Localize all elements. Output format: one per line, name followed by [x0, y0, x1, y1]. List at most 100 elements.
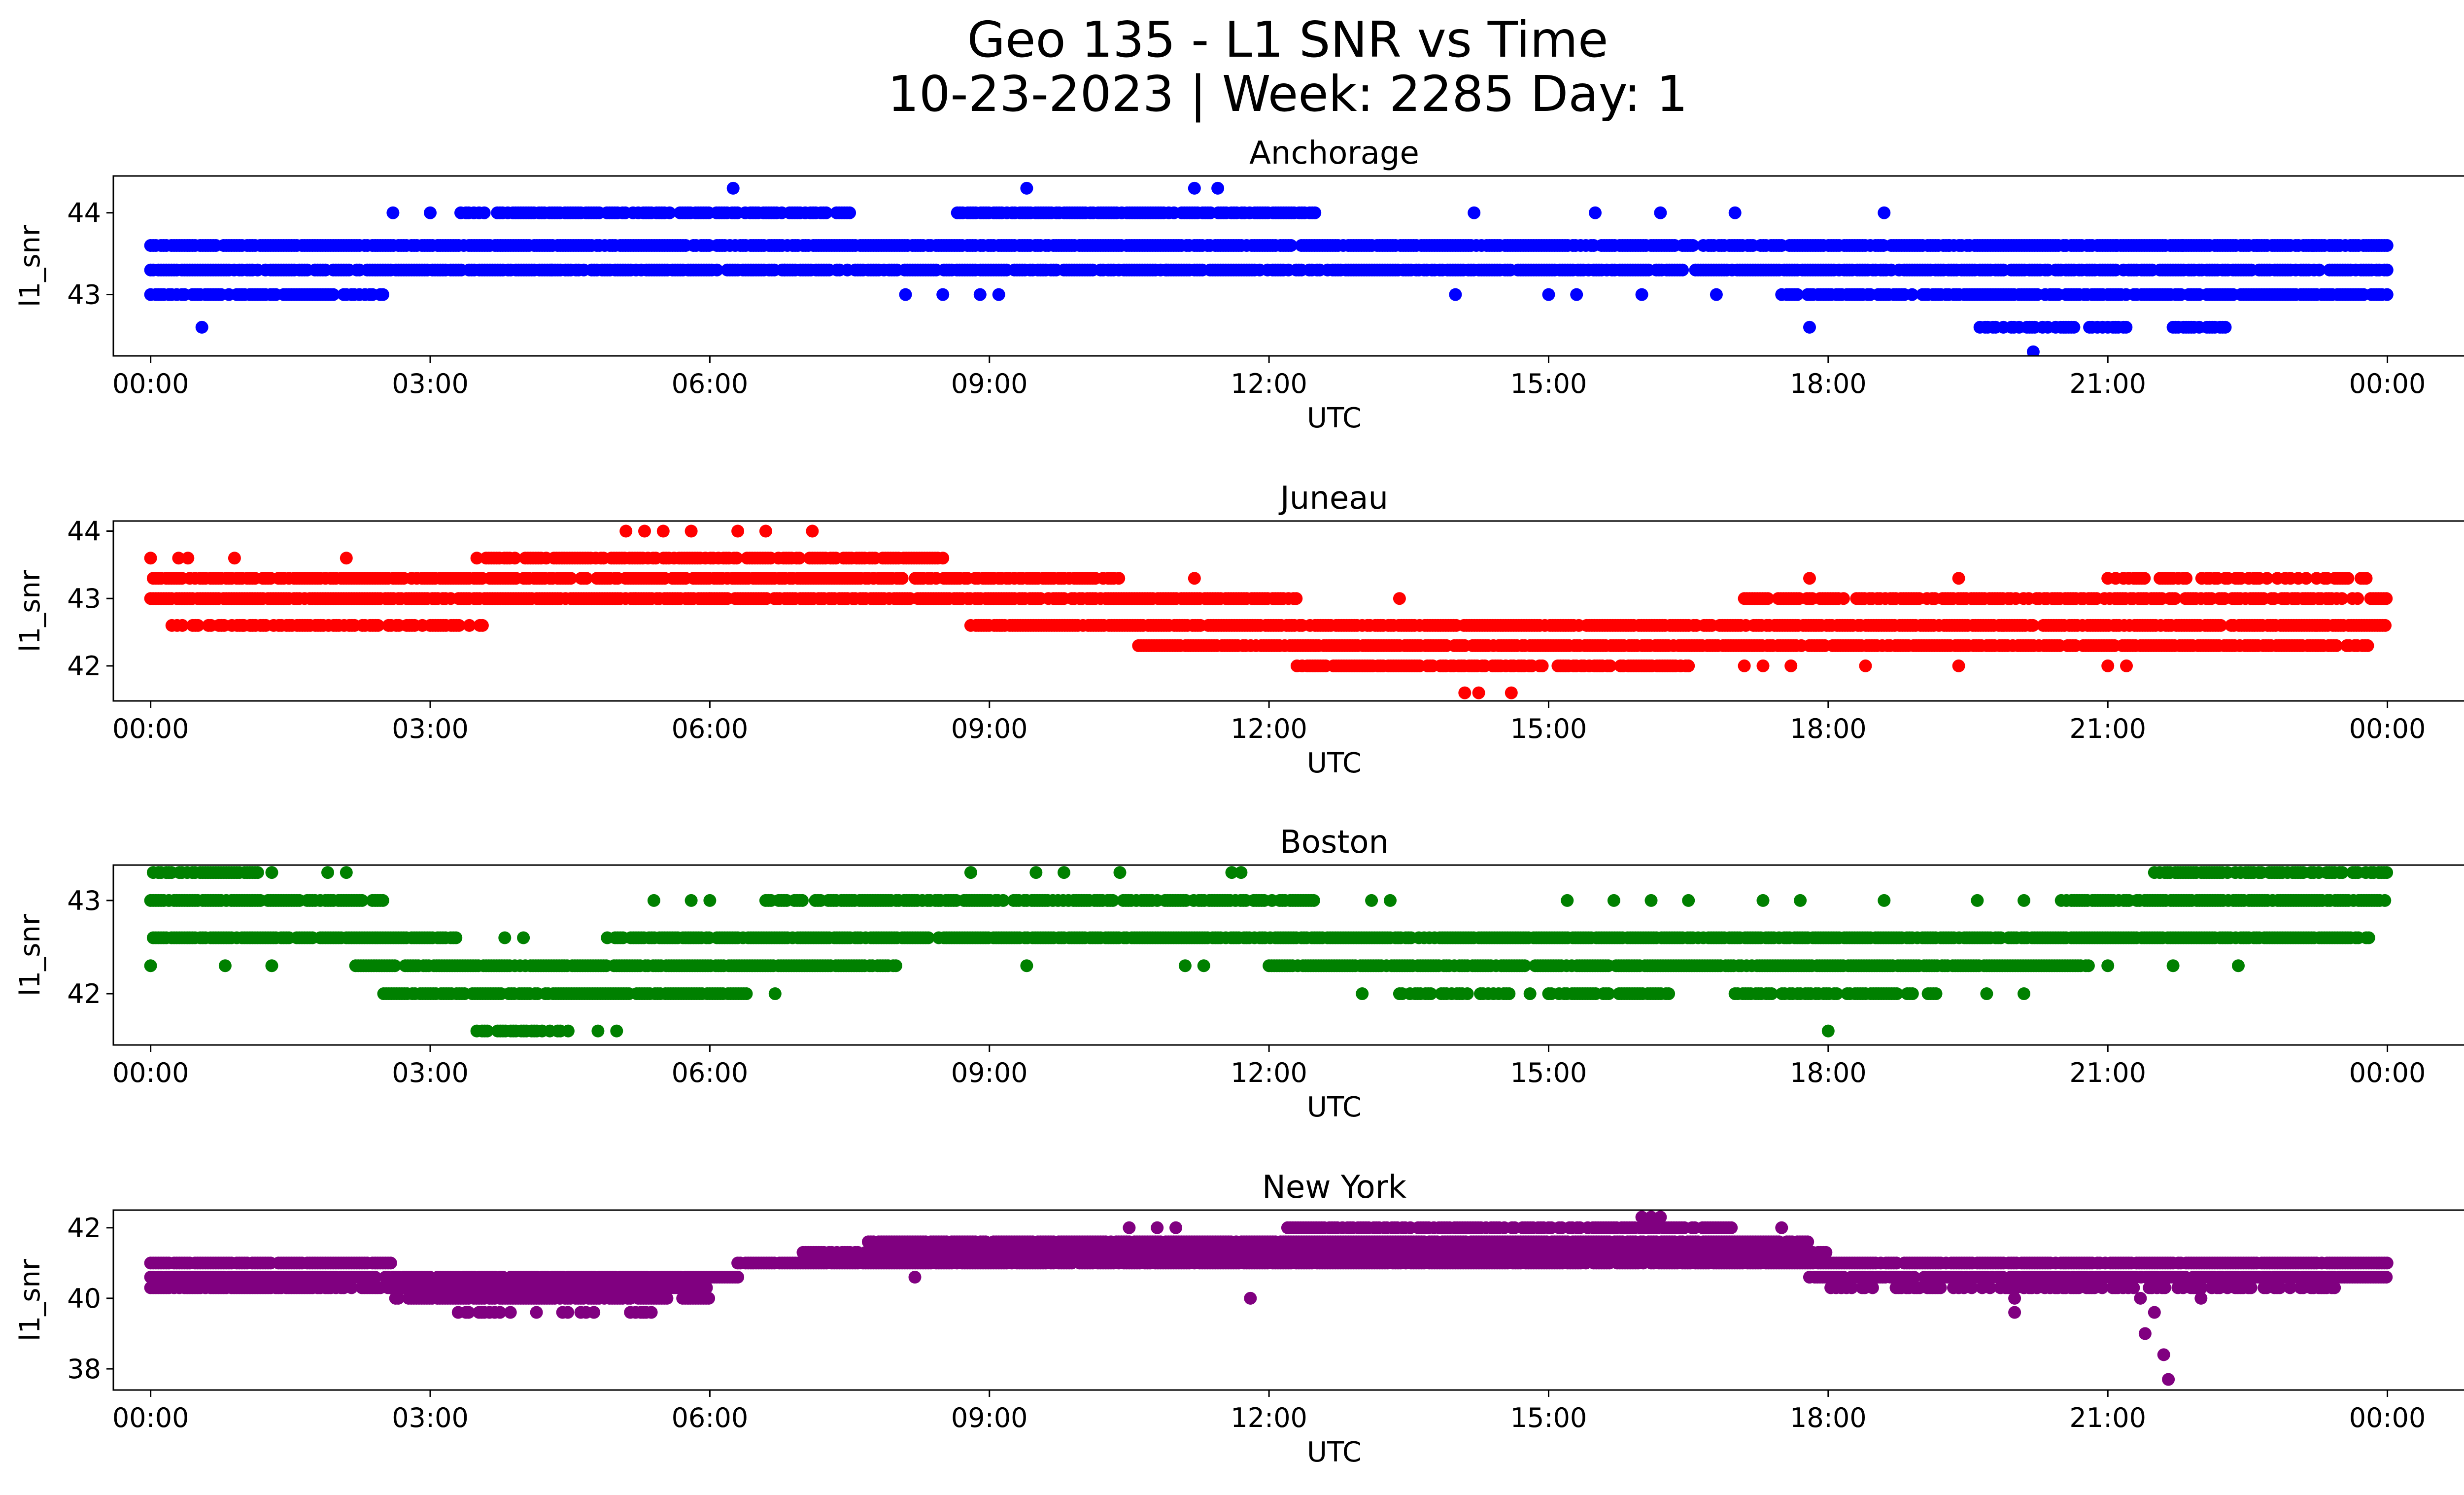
data-point — [922, 931, 935, 944]
data-point — [663, 206, 676, 219]
data-point — [1393, 592, 1406, 605]
subplot-title: Anchorage — [1249, 135, 1419, 172]
data-point — [1570, 288, 1583, 301]
data-point — [1738, 659, 1751, 672]
data-point — [1536, 659, 1549, 672]
scatter-series — [144, 524, 2393, 699]
data-point — [2313, 263, 2326, 277]
data-point — [2138, 572, 2151, 585]
data-point — [1542, 288, 1555, 301]
scatter-series — [144, 181, 2394, 356]
data-point — [2335, 592, 2349, 605]
data-point — [372, 619, 385, 632]
data-point — [2378, 894, 2392, 907]
data-point — [1761, 592, 1775, 605]
scatter-series — [144, 866, 2394, 1038]
data-point — [449, 931, 463, 944]
x-tick-label: 12:00 — [1231, 368, 1307, 399]
data-point — [1878, 206, 1891, 219]
x-tick-label: 06:00 — [672, 713, 749, 744]
data-point — [1604, 659, 1617, 672]
data-point — [1589, 206, 1602, 219]
data-point — [2250, 239, 2263, 252]
data-point — [1952, 572, 1965, 585]
data-point — [1211, 181, 1225, 195]
x-tick-label: 09:00 — [951, 713, 1028, 744]
data-point — [176, 619, 189, 632]
data-point — [2336, 866, 2349, 879]
x-tick-label: 21:00 — [2069, 368, 2146, 399]
data-point — [2306, 239, 2320, 252]
data-point — [656, 524, 670, 538]
data-point — [580, 572, 593, 585]
data-point — [973, 288, 987, 301]
data-point — [1710, 288, 1723, 301]
data-point — [191, 619, 205, 632]
data-point — [476, 619, 489, 632]
data-point — [1859, 659, 1872, 672]
data-point — [996, 894, 1010, 907]
data-point — [730, 552, 743, 565]
figure-title-line1: Geo 135 - L1 SNR vs Time — [967, 11, 1608, 69]
data-point — [355, 894, 369, 907]
subplot-title: Boston — [1280, 824, 1389, 861]
data-point — [340, 552, 353, 565]
data-point — [899, 288, 912, 301]
data-point — [2120, 320, 2133, 334]
data-point — [792, 552, 806, 565]
data-point — [327, 288, 340, 301]
data-point — [237, 619, 250, 632]
data-point — [172, 552, 185, 565]
data-point — [1290, 592, 1303, 605]
data-point — [1458, 686, 1472, 699]
x-tick-label: 18:00 — [1790, 713, 1867, 744]
data-point — [144, 552, 157, 565]
data-point — [1468, 206, 1481, 219]
y-tick-label: 44 — [67, 516, 101, 547]
data-point — [992, 288, 1005, 301]
data-point — [1449, 288, 1462, 301]
data-point — [936, 288, 950, 301]
axes-frame — [112, 175, 2464, 357]
data-point — [1686, 239, 1700, 252]
data-point — [508, 552, 521, 565]
data-point — [386, 206, 400, 219]
data-point — [820, 206, 833, 219]
data-point — [710, 263, 723, 277]
data-point — [251, 866, 264, 879]
data-point — [1020, 181, 1033, 195]
data-point — [2329, 639, 2343, 652]
data-point — [2111, 239, 2124, 252]
x-tick-label: 18:00 — [1790, 368, 1867, 399]
data-point — [2380, 592, 2393, 605]
data-point — [726, 181, 740, 195]
data-point — [452, 619, 466, 632]
data-point — [228, 552, 241, 565]
x-tick-label: 15:00 — [1510, 368, 1587, 399]
data-point — [2260, 572, 2274, 585]
data-point — [2380, 866, 2394, 879]
data-point — [1803, 320, 1816, 334]
y-axis-label: l1_snr — [14, 224, 46, 307]
data-point — [1676, 263, 1689, 277]
x-tick-label: 03:00 — [392, 713, 469, 744]
y-tick-label: 42 — [67, 651, 101, 682]
data-point — [731, 524, 745, 538]
subplot-title: Juneau — [1278, 480, 1388, 517]
data-point — [1284, 239, 1298, 252]
data-point — [181, 552, 195, 565]
data-point — [2176, 239, 2189, 252]
data-point — [895, 572, 909, 585]
x-tick-label: 12:00 — [1231, 713, 1307, 744]
data-point — [2168, 592, 2182, 605]
x-tick-label: 00:00 — [2349, 368, 2426, 399]
data-point — [619, 524, 633, 538]
x-tick-label: 06:00 — [672, 368, 749, 399]
data-point — [629, 592, 642, 605]
x-tick-label: 03:00 — [392, 368, 469, 399]
data-point — [843, 206, 856, 219]
x-axis-label: UTC — [1307, 402, 1362, 434]
x-tick-label: 21:00 — [2069, 713, 2146, 744]
